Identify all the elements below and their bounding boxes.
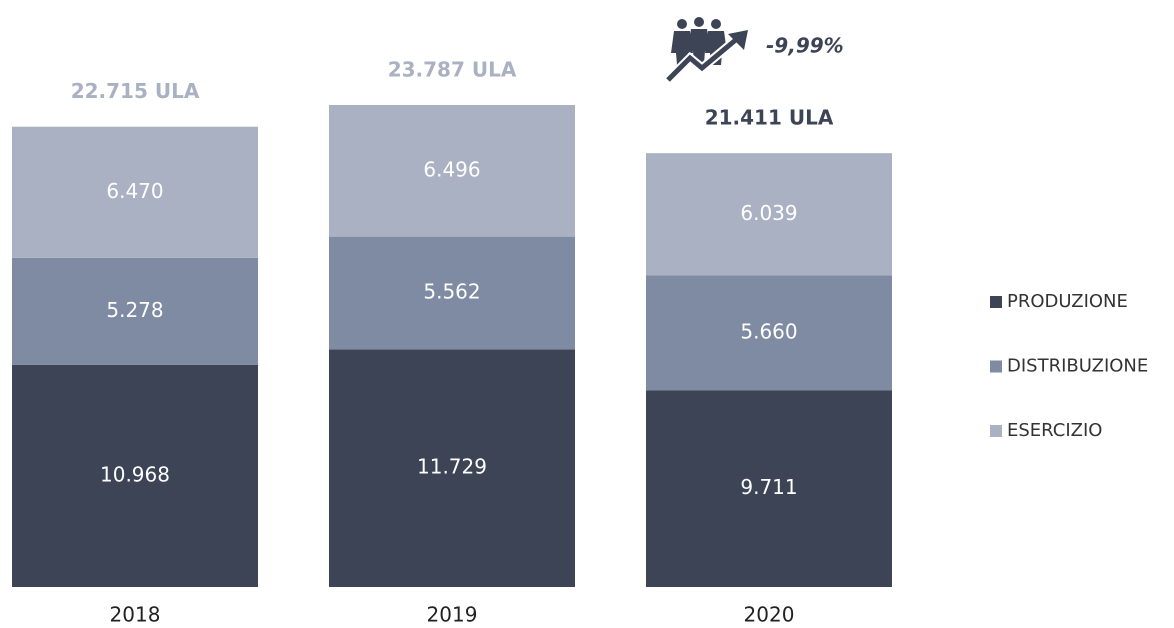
bar-segment — [329, 349, 575, 587]
value-label: 10.968 — [100, 462, 170, 486]
bar-segment — [12, 257, 258, 365]
value-label: 11.729 — [417, 455, 487, 479]
legend-swatch — [990, 360, 1002, 373]
value-label: 6.039 — [740, 201, 797, 225]
legend-label: ESERCIZIO — [1007, 420, 1102, 441]
x-tick-label: 2018 — [110, 603, 161, 627]
x-tick-label: 2020 — [744, 603, 795, 627]
total-label: 23.787 ULA — [388, 58, 517, 82]
bar-segment — [646, 153, 892, 276]
legend-swatch — [990, 425, 1002, 437]
bar-segment — [329, 236, 575, 350]
value-label: 9.711 — [740, 475, 797, 499]
bar-segment — [329, 105, 575, 237]
legend-label: DISTRIBUZIONE — [1007, 356, 1148, 377]
value-label: 6.496 — [423, 157, 480, 181]
value-label: 6.470 — [106, 179, 163, 203]
bar-segment — [646, 390, 892, 587]
value-label: 5.278 — [106, 298, 163, 322]
total-label: 21.411 ULA — [705, 106, 834, 130]
people-growth-icon — [664, 17, 748, 84]
value-label: 5.562 — [423, 279, 480, 303]
legend-swatch — [990, 296, 1002, 308]
bar-segment — [646, 275, 892, 391]
x-tick-label: 2019 — [427, 603, 478, 627]
value-label: 5.660 — [740, 319, 797, 343]
bar-segment — [12, 364, 258, 587]
change-label: -9,99% — [766, 34, 844, 58]
bar-segment — [12, 126, 258, 258]
legend-label: PRODUZIONE — [1007, 291, 1128, 312]
total-label: 22.715 ULA — [71, 79, 200, 103]
